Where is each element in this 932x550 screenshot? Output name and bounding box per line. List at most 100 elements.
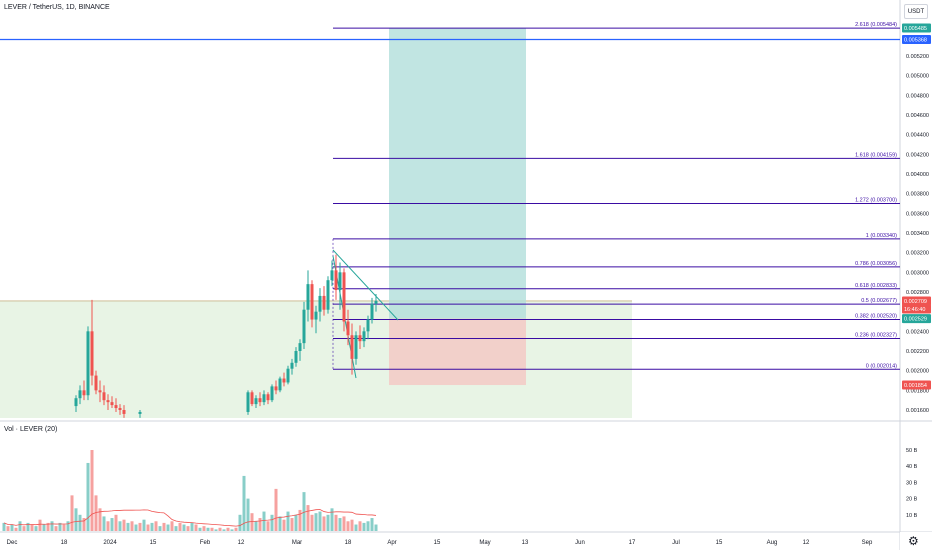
volume-bar[interactable]	[2, 522, 6, 531]
position-stop-zone[interactable]	[389, 318, 526, 386]
candle-body[interactable]	[74, 398, 78, 407]
candle-body[interactable]	[106, 400, 110, 403]
candle-body[interactable]	[322, 295, 326, 310]
volume-bar[interactable]	[78, 514, 82, 531]
volume-bar[interactable]	[274, 488, 278, 531]
volume-bar[interactable]	[206, 527, 210, 531]
candle-body[interactable]	[102, 392, 106, 401]
candle-body[interactable]	[302, 309, 306, 344]
volume-bar[interactable]	[66, 521, 70, 531]
candle-body[interactable]	[334, 270, 338, 291]
volume-bar[interactable]	[134, 524, 138, 531]
volume-bar[interactable]	[50, 521, 54, 531]
candle-body[interactable]	[78, 390, 82, 399]
candle-body[interactable]	[278, 378, 282, 391]
candle-body[interactable]	[298, 343, 302, 351]
volume-bar[interactable]	[86, 462, 90, 531]
volume-bar[interactable]	[182, 524, 186, 531]
candle-body[interactable]	[270, 386, 274, 401]
candle-body[interactable]	[318, 295, 322, 312]
volume-bar[interactable]	[330, 508, 334, 531]
gear-icon[interactable]: ⚙	[908, 534, 919, 548]
candle-body[interactable]	[314, 311, 318, 320]
volume-bar[interactable]	[230, 529, 234, 531]
candle-body[interactable]	[310, 284, 314, 320]
volume-bar[interactable]	[110, 518, 114, 531]
currency-button[interactable]: USDT	[904, 4, 928, 19]
volume-bar[interactable]	[354, 524, 358, 531]
volume-bar[interactable]	[18, 521, 22, 531]
candle-body[interactable]	[90, 331, 94, 376]
volume-bar[interactable]	[258, 518, 262, 531]
volume-bar[interactable]	[26, 522, 30, 531]
volume-bar[interactable]	[242, 475, 246, 531]
volume-bar[interactable]	[338, 518, 342, 531]
volume-bar[interactable]	[246, 498, 250, 531]
position-target-zone[interactable]	[389, 27, 526, 319]
candle-body[interactable]	[374, 300, 378, 304]
volume-bar[interactable]	[154, 521, 158, 531]
volume-bar[interactable]	[238, 514, 242, 531]
volume-bar[interactable]	[218, 527, 222, 531]
candle-body[interactable]	[98, 390, 102, 393]
volume-bar[interactable]	[62, 524, 66, 531]
candle-body[interactable]	[262, 394, 266, 403]
volume-bar[interactable]	[70, 495, 74, 531]
volume-bar[interactable]	[282, 519, 286, 531]
candle-body[interactable]	[282, 378, 286, 383]
volume-bar[interactable]	[334, 514, 338, 531]
candle-body[interactable]	[342, 272, 346, 322]
volume-bar[interactable]	[102, 516, 106, 531]
volume-bar[interactable]	[262, 511, 266, 531]
volume-bar[interactable]	[82, 518, 86, 531]
candle-body[interactable]	[326, 280, 330, 310]
volume-bar[interactable]	[30, 524, 34, 531]
candle-body[interactable]	[338, 272, 342, 291]
volume-bar[interactable]	[290, 518, 294, 531]
candle-body[interactable]	[306, 284, 310, 310]
volume-bar[interactable]	[226, 527, 230, 531]
volume-bar[interactable]	[186, 526, 190, 531]
volume-bar[interactable]	[94, 495, 98, 531]
volume-bar[interactable]	[14, 527, 18, 531]
volume-bar[interactable]	[298, 509, 302, 531]
volume-bar[interactable]	[314, 513, 318, 531]
volume-bar[interactable]	[202, 526, 206, 531]
volume-bar[interactable]	[138, 522, 142, 531]
volume-bar[interactable]	[278, 516, 282, 531]
candle-body[interactable]	[266, 394, 270, 401]
volume-bar[interactable]	[54, 526, 58, 531]
volume-bar[interactable]	[114, 514, 118, 531]
volume-bar[interactable]	[162, 522, 166, 531]
candle-body[interactable]	[358, 335, 362, 342]
volume-bar[interactable]	[174, 526, 178, 531]
volume-bar[interactable]	[118, 521, 122, 531]
volume-bar[interactable]	[294, 514, 298, 531]
candle-body[interactable]	[82, 390, 86, 396]
volume-bar[interactable]	[318, 511, 322, 531]
candle-body[interactable]	[254, 398, 258, 405]
candle-body[interactable]	[122, 410, 126, 414]
candle-body[interactable]	[250, 392, 254, 405]
candle-body[interactable]	[94, 375, 98, 391]
volume-bar[interactable]	[58, 522, 62, 531]
candle-body[interactable]	[294, 351, 298, 363]
volume-bar[interactable]	[266, 521, 270, 531]
volume-bar[interactable]	[250, 513, 254, 531]
candle-body[interactable]	[346, 321, 350, 336]
volume-bar[interactable]	[178, 522, 182, 531]
volume-bar[interactable]	[198, 527, 202, 531]
volume-bar[interactable]	[374, 524, 378, 531]
volume-bar[interactable]	[306, 505, 310, 531]
volume-bar[interactable]	[194, 524, 198, 531]
volume-bar[interactable]	[346, 521, 350, 531]
candle-body[interactable]	[258, 398, 262, 403]
volume-bar[interactable]	[106, 521, 110, 531]
candle-body[interactable]	[118, 408, 122, 410]
candle-body[interactable]	[286, 368, 290, 383]
volume-bar[interactable]	[286, 511, 290, 531]
volume-bar[interactable]	[302, 492, 306, 531]
volume-bar[interactable]	[126, 522, 130, 531]
candle-body[interactable]	[290, 362, 294, 369]
trendline-upper[interactable]	[332, 249, 399, 321]
